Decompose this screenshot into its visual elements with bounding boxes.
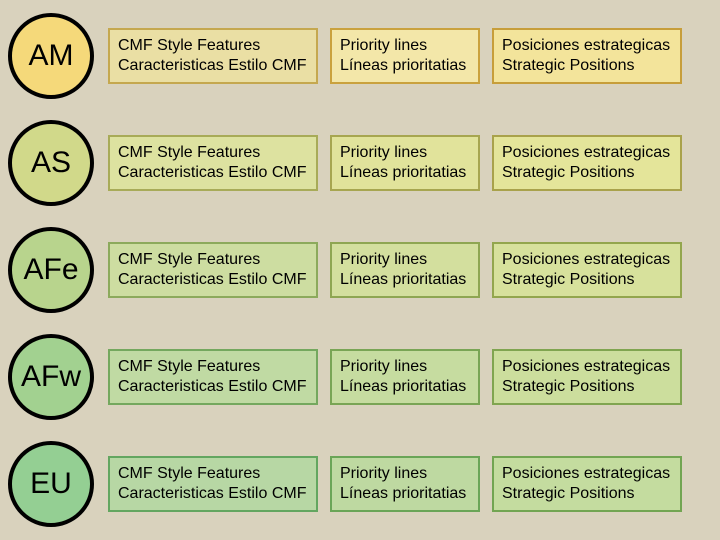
cell-line: Strategic Positions (502, 484, 672, 504)
cells-afe: CMF Style Features Caracteristicas Estil… (108, 242, 712, 298)
cell-line: Priority lines (340, 143, 470, 163)
cell-line: Posiciones estrategicas (502, 250, 672, 270)
badge-afw: AFw (8, 334, 94, 420)
cell-afw-priority: Priority lines Líneas prioritatias (330, 349, 480, 405)
cell-line: CMF Style Features (118, 357, 308, 377)
cell-afw-cmf: CMF Style Features Caracteristicas Estil… (108, 349, 318, 405)
cells-am: CMF Style Features Caracteristicas Estil… (108, 28, 712, 84)
row-afe: AFe CMF Style Features Caracteristicas E… (8, 220, 712, 320)
cell-line: Líneas prioritatias (340, 377, 470, 397)
cell-eu-positions: Posiciones estrategicas Strategic Positi… (492, 456, 682, 512)
cell-line: Strategic Positions (502, 163, 672, 183)
cell-line: Líneas prioritatias (340, 163, 470, 183)
cell-line: Caracteristicas Estilo CMF (118, 163, 308, 183)
cell-as-priority: Priority lines Líneas prioritatias (330, 135, 480, 191)
row-am: AM CMF Style Features Caracteristicas Es… (8, 6, 712, 106)
row-afw: AFw CMF Style Features Caracteristicas E… (8, 327, 712, 427)
cell-am-positions: Posiciones estrategicas Strategic Positi… (492, 28, 682, 84)
cell-line: Posiciones estrategicas (502, 357, 672, 377)
cell-line: Priority lines (340, 36, 470, 56)
cell-line: Posiciones estrategicas (502, 143, 672, 163)
cell-am-cmf: CMF Style Features Caracteristicas Estil… (108, 28, 318, 84)
cell-afe-cmf: CMF Style Features Caracteristicas Estil… (108, 242, 318, 298)
cell-line: Priority lines (340, 357, 470, 377)
cells-afw: CMF Style Features Caracteristicas Estil… (108, 349, 712, 405)
badge-am: AM (8, 13, 94, 99)
cell-line: Strategic Positions (502, 270, 672, 290)
cell-eu-cmf: CMF Style Features Caracteristicas Estil… (108, 456, 318, 512)
cells-as: CMF Style Features Caracteristicas Estil… (108, 135, 712, 191)
badge-afe: AFe (8, 227, 94, 313)
cell-afw-positions: Posiciones estrategicas Strategic Positi… (492, 349, 682, 405)
cell-line: CMF Style Features (118, 36, 308, 56)
cell-line: Caracteristicas Estilo CMF (118, 377, 308, 397)
cell-am-priority: Priority lines Líneas prioritatias (330, 28, 480, 84)
cell-line: Priority lines (340, 464, 470, 484)
row-eu: EU CMF Style Features Caracteristicas Es… (8, 434, 712, 534)
cell-line: CMF Style Features (118, 143, 308, 163)
badge-eu: EU (8, 441, 94, 527)
cell-line: Líneas prioritatias (340, 56, 470, 76)
cells-eu: CMF Style Features Caracteristicas Estil… (108, 456, 712, 512)
cell-line: Caracteristicas Estilo CMF (118, 56, 308, 76)
cell-line: Caracteristicas Estilo CMF (118, 484, 308, 504)
cell-afe-positions: Posiciones estrategicas Strategic Positi… (492, 242, 682, 298)
cell-line: Strategic Positions (502, 56, 672, 76)
badge-as: AS (8, 120, 94, 206)
cell-line: Priority lines (340, 250, 470, 270)
row-as: AS CMF Style Features Caracteristicas Es… (8, 113, 712, 213)
cell-as-cmf: CMF Style Features Caracteristicas Estil… (108, 135, 318, 191)
cell-line: Líneas prioritatias (340, 270, 470, 290)
cell-line: CMF Style Features (118, 250, 308, 270)
cell-line: CMF Style Features (118, 464, 308, 484)
cell-eu-priority: Priority lines Líneas prioritatias (330, 456, 480, 512)
cell-line: Caracteristicas Estilo CMF (118, 270, 308, 290)
cell-line: Líneas prioritatias (340, 484, 470, 504)
cell-as-positions: Posiciones estrategicas Strategic Positi… (492, 135, 682, 191)
cell-line: Posiciones estrategicas (502, 464, 672, 484)
cell-line: Posiciones estrategicas (502, 36, 672, 56)
cell-afe-priority: Priority lines Líneas prioritatias (330, 242, 480, 298)
cell-line: Strategic Positions (502, 377, 672, 397)
